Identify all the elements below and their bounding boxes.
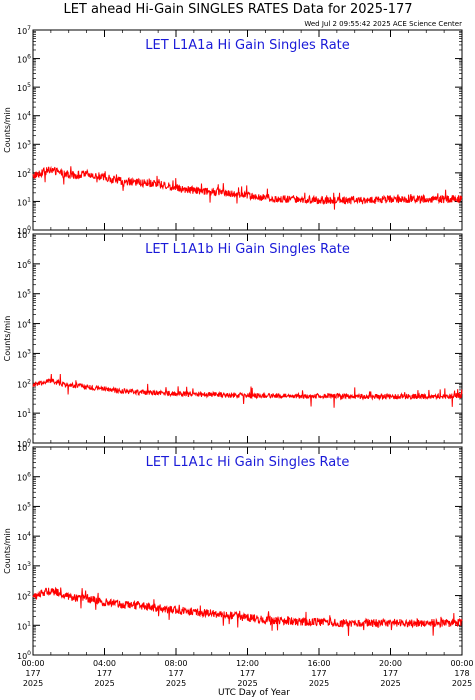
y-tick-label: 106 [17,54,31,65]
x-tick-label: 16:001772025 [307,659,330,688]
svg-text:04:00: 04:00 [93,659,116,668]
y-tick-label: 104 [17,531,31,542]
series-line [33,374,462,408]
y-tick-label: 107 [17,25,31,36]
svg-text:2025: 2025 [309,679,329,688]
svg-text:2025: 2025 [237,679,257,688]
y-tick-label: 106 [17,259,31,270]
svg-text:177: 177 [25,669,40,678]
panels: 100101102103104105106107Counts/minLET L1… [3,25,462,661]
plot-frame [33,447,462,655]
figure-title: LET ahead Hi-Gain SINGLES RATES Data for… [63,2,412,17]
svg-text:20:00: 20:00 [379,659,402,668]
x-tick-label: 00:001772025 [21,659,44,688]
y-axis-label: Counts/min [3,107,12,153]
svg-text:00:00: 00:00 [450,659,473,668]
panel-title: LET L1A1a Hi Gain Singles Rate [145,38,350,53]
panel-2: 100101102103104105106107Counts/minLET L1… [3,229,462,449]
panel-title: LET L1A1c Hi Gain Singles Rate [146,455,350,470]
series-line [33,588,462,636]
timestamp: Wed Jul 2 09:55:42 2025 ACE Science Cent… [304,20,462,28]
y-axis-label: Counts/min [3,528,12,574]
x-tick-label: 04:001772025 [93,659,116,688]
panel-title: LET L1A1b Hi Gain Singles Rate [145,242,350,257]
y-tick-label: 104 [17,111,31,122]
svg-text:16:00: 16:00 [307,659,330,668]
svg-text:08:00: 08:00 [164,659,187,668]
y-tick-label: 103 [17,139,31,150]
y-tick-label: 105 [17,82,31,93]
svg-text:177: 177 [240,669,255,678]
svg-text:177: 177 [311,669,326,678]
x-axis-label: UTC Day of Year [218,688,290,698]
y-tick-label: 101 [17,196,31,207]
svg-text:2025: 2025 [23,679,43,688]
svg-text:177: 177 [383,669,398,678]
y-tick-label: 102 [17,591,31,602]
svg-text:00:00: 00:00 [21,659,44,668]
y-tick-label: 102 [17,168,31,179]
y-tick-label: 107 [17,442,31,453]
plot-frame [33,234,462,443]
series-line [33,166,462,209]
svg-text:2025: 2025 [94,679,114,688]
svg-text:177: 177 [168,669,183,678]
svg-text:2025: 2025 [166,679,186,688]
x-tick-label: 00:001782025 [450,659,473,688]
panel-3: 100101102103104105106107Counts/minLET L1… [3,442,462,661]
y-tick-label: 103 [17,561,31,572]
y-tick-label: 102 [17,378,31,389]
panel-1: 100101102103104105106107Counts/minLET L1… [3,25,462,236]
svg-text:2025: 2025 [380,679,400,688]
y-tick-label: 101 [17,408,31,419]
y-tick-label: 101 [17,620,31,631]
x-tick-label: 08:001772025 [164,659,187,688]
svg-text:2025: 2025 [452,679,472,688]
svg-text:12:00: 12:00 [236,659,259,668]
svg-text:177: 177 [97,669,112,678]
x-axis-labels: 00:00177202504:00177202508:00177202512:0… [21,659,473,688]
x-tick-label: 12:001772025 [236,659,259,688]
y-tick-label: 103 [17,348,31,359]
y-tick-label: 106 [17,472,31,483]
y-tick-label: 104 [17,319,31,330]
svg-text:178: 178 [454,669,469,678]
y-tick-label: 105 [17,501,31,512]
y-tick-label: 107 [17,229,31,240]
x-tick-label: 20:001772025 [379,659,402,688]
y-axis-label: Counts/min [3,316,12,362]
y-tick-label: 105 [17,289,31,300]
